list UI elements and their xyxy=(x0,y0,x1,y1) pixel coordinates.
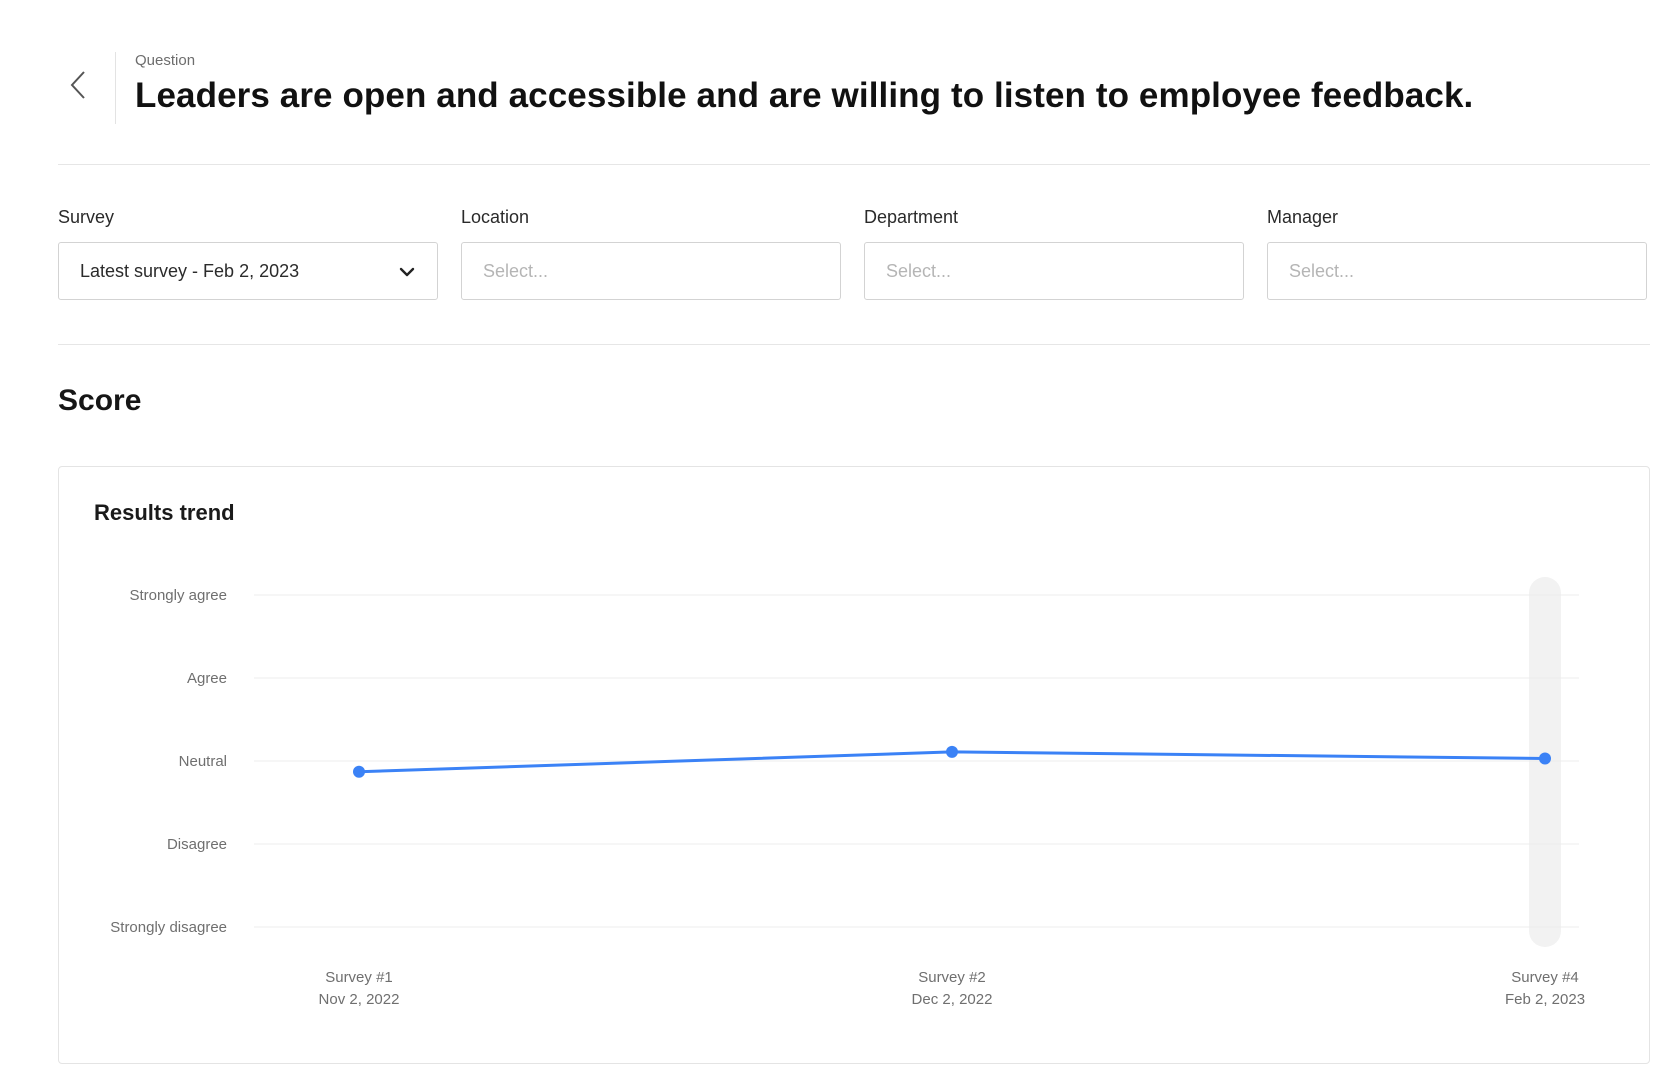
survey-filter-label: Survey xyxy=(58,207,115,227)
results-trend-title: Results trend xyxy=(94,500,235,525)
filters-separator xyxy=(58,344,1650,345)
x-tick-label: Survey #1 xyxy=(325,969,393,986)
survey-select[interactable]: Latest survey - Feb 2, 2023 xyxy=(58,242,438,300)
location-filter-label: Location xyxy=(461,207,530,227)
question-label: Question xyxy=(135,52,196,69)
survey-select-value: Latest survey - Feb 2, 2023 xyxy=(80,260,300,281)
x-tick-label: Survey #2 xyxy=(918,969,986,986)
department-select[interactable]: Select... xyxy=(864,242,1244,300)
y-tick-label: Strongly disagree xyxy=(110,919,227,936)
back-button[interactable] xyxy=(56,60,100,110)
y-tick-label: Strongly agree xyxy=(129,587,227,604)
results-trend-chart: Strongly disagree Disagree Neutral Agree Str… xyxy=(110,577,1585,1008)
x-tick-date: Nov 2, 2022 xyxy=(319,991,400,1008)
data-point xyxy=(353,765,365,778)
department-filter-label: Department xyxy=(864,207,959,227)
results-trend-card: Results trend Strongly disagree Disagree N… xyxy=(58,466,1650,1064)
location-select-placeholder: Select... xyxy=(483,260,549,281)
x-tick-date: Feb 2, 2023 xyxy=(1505,991,1585,1008)
data-point xyxy=(1539,752,1551,765)
y-tick-label: Neutral xyxy=(179,753,227,770)
header-separator xyxy=(58,164,1650,165)
chevron-down-icon xyxy=(399,267,415,277)
x-tick-label: Survey #4 xyxy=(1511,969,1579,986)
y-tick-label: Disagree xyxy=(167,836,227,853)
manager-select-placeholder: Select... xyxy=(1289,260,1355,281)
chevron-left-icon xyxy=(70,71,85,99)
department-select-placeholder: Select... xyxy=(886,260,952,281)
location-select[interactable]: Select... xyxy=(461,242,841,300)
header-divider xyxy=(115,52,116,124)
y-tick-label: Agree xyxy=(187,670,227,687)
question-title: Leaders are open and accessible and are … xyxy=(135,76,1474,115)
manager-select[interactable]: Select... xyxy=(1267,242,1647,300)
manager-filter-label: Manager xyxy=(1267,207,1339,227)
data-point xyxy=(946,745,958,758)
x-tick-date: Dec 2, 2022 xyxy=(912,991,993,1008)
score-heading: Score xyxy=(58,384,142,417)
